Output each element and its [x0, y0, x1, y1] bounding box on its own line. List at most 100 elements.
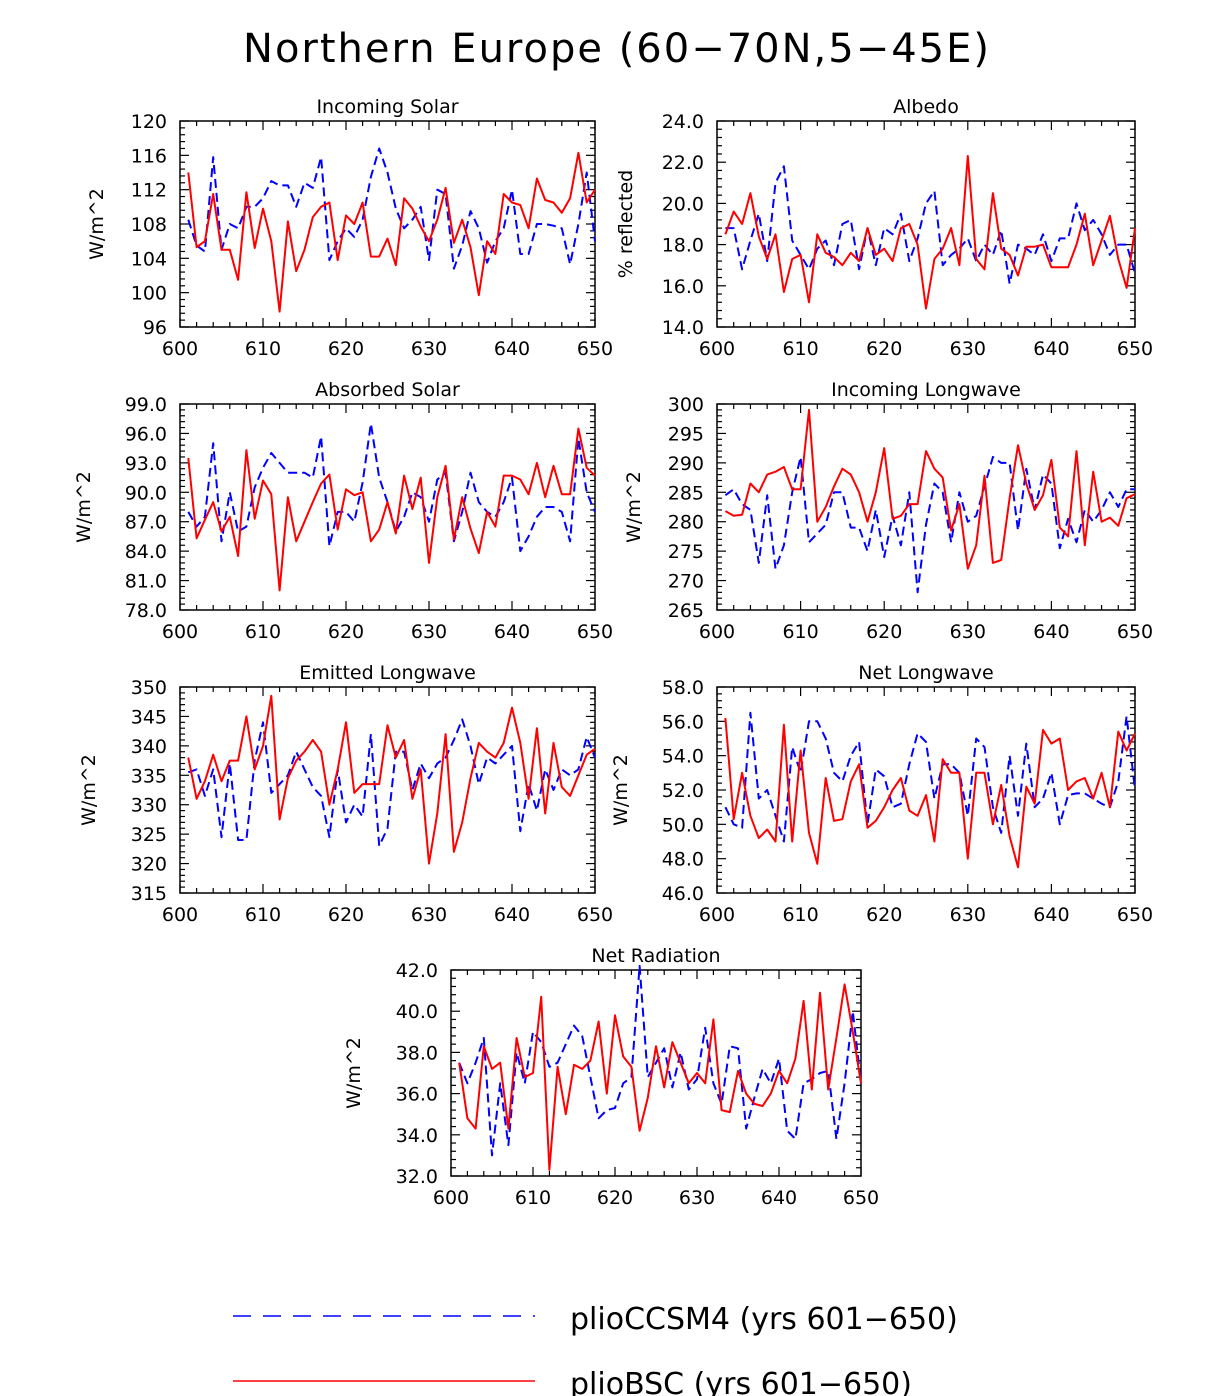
x-tick-label: 650: [1117, 621, 1153, 643]
panel-title: Albedo: [893, 96, 959, 118]
x-tick-label: 650: [577, 621, 613, 643]
x-tick-label: 610: [515, 1187, 551, 1209]
y-axis-label: W/m^2: [623, 471, 645, 543]
x-tick-label: 630: [950, 338, 986, 360]
x-tick-label: 620: [328, 904, 364, 926]
series-plioBSC-line: [724, 717, 1136, 869]
plot-frame: [179, 686, 596, 894]
x-tick-label: 650: [843, 1187, 879, 1209]
y-tick-label: 100: [131, 283, 167, 305]
legend: plioCCSM4 (yrs 601−650) plioBSC (yrs 601…: [233, 1302, 958, 1396]
y-tick-label: 120: [131, 111, 167, 133]
x-tick-label: 650: [577, 338, 613, 360]
plot-frame: [179, 403, 596, 611]
x-tick-label: 630: [950, 621, 986, 643]
series-plioCCSM4-line: [724, 456, 1135, 594]
x-tick-label: 610: [782, 904, 818, 926]
y-tick-label: 108: [131, 214, 167, 236]
y-tick-label: 325: [131, 824, 167, 846]
x-tick-label: 620: [328, 621, 364, 643]
x-tick-label: 650: [1117, 904, 1153, 926]
figure-title: Northern Europe (60−70N,5−45E): [243, 26, 991, 72]
y-tick-label: 40.0: [396, 1001, 438, 1023]
y-axis-label: W/m^2: [78, 754, 100, 826]
x-tick-label: 600: [162, 338, 198, 360]
y-tick-label: 315: [131, 883, 167, 905]
x-tick-label: 650: [577, 904, 613, 926]
x-tick-label: 610: [245, 904, 281, 926]
panel-title: Net Radiation: [591, 945, 720, 967]
x-tick-label: 640: [494, 338, 530, 360]
x-tick-label: 610: [245, 338, 281, 360]
y-tick-label: 345: [131, 706, 167, 728]
y-axis-label: W/m^2: [73, 471, 95, 543]
plot-frame: [450, 969, 862, 1177]
panel-title: Absorbed Solar: [315, 379, 460, 401]
x-tick-label: 610: [782, 338, 818, 360]
y-tick-label: 330: [131, 795, 167, 817]
series-plioCCSM4-line: [458, 964, 862, 1157]
y-tick-label: 112: [131, 180, 167, 202]
y-tick-label: 340: [131, 736, 167, 758]
panel-title: Emitted Longwave: [299, 662, 476, 684]
panel-incoming-longwave: Incoming Longwave W/m^2 600 610 620 630 640 650…: [623, 379, 1153, 643]
series-plioCCSM4-line: [724, 711, 1136, 843]
series-plioBSC-line: [187, 427, 596, 592]
x-tick-label: 610: [245, 621, 281, 643]
x-tick-label: 630: [950, 904, 986, 926]
x-tick-label: 640: [761, 1187, 797, 1209]
y-tick-label: 22.0: [662, 152, 704, 174]
x-tick-label: 620: [866, 338, 902, 360]
y-tick-label: 54.0: [662, 746, 704, 768]
x-tick-label: 610: [782, 621, 818, 643]
x-tick-label: 620: [597, 1187, 633, 1209]
x-tick-label: 640: [494, 904, 530, 926]
y-tick-label: 99.0: [125, 394, 167, 416]
x-tick-label: 640: [494, 621, 530, 643]
series-plioCCSM4-line: [725, 165, 1136, 285]
x-tick-label: 600: [162, 621, 198, 643]
x-tick-label: 630: [411, 904, 447, 926]
y-tick-label: 18.0: [662, 235, 704, 257]
panel-net-radiation: Net Radiation W/m^2 600 610 620 630 640 650 32.0…: [343, 945, 879, 1209]
x-tick-label: 640: [1033, 338, 1069, 360]
y-tick-label: 38.0: [396, 1042, 438, 1064]
y-axis-label: % reflected: [615, 170, 637, 278]
y-tick-label: 56.0: [662, 711, 704, 733]
y-tick-label: 285: [668, 482, 704, 504]
panel-title: Incoming Solar: [316, 96, 458, 118]
series-plioBSC-line: [724, 408, 1136, 570]
series-plioBSC-line: [187, 151, 596, 313]
y-tick-label: 50.0: [662, 814, 704, 836]
x-tick-label: 600: [162, 904, 198, 926]
x-tick-label: 600: [699, 621, 735, 643]
x-tick-label: 620: [328, 338, 364, 360]
panel-emitted-longwave: Emitted Longwave W/m^2 600 610 620 630 640 650 3…: [78, 662, 613, 926]
series-plioCCSM4-line: [187, 422, 596, 553]
panel-net-longwave: Net Longwave W/m^2 600 610 620 630 640 650 46.0 4…: [610, 662, 1153, 926]
y-tick-label: 320: [131, 854, 167, 876]
legend-label-plioCCSM4: plioCCSM4 (yrs 601−650): [570, 1302, 958, 1337]
legend-label-plioBSC: plioBSC (yrs 601−650): [570, 1367, 912, 1396]
y-tick-label: 34.0: [396, 1125, 438, 1147]
y-tick-label: 104: [131, 248, 167, 270]
y-tick-label: 290: [668, 453, 704, 475]
panel-incoming-solar: Incoming Solar W/m^2 600 610 620 630 640 650 96 1…: [86, 96, 613, 360]
series-plioBSC-line: [458, 983, 862, 1171]
y-tick-label: 93.0: [125, 453, 167, 475]
y-tick-label: 78.0: [125, 600, 167, 622]
y-tick-label: 52.0: [662, 780, 704, 802]
y-tick-label: 46.0: [662, 883, 704, 905]
y-tick-label: 87.0: [125, 512, 167, 534]
plot-frame: [179, 120, 596, 328]
x-tick-label: 640: [1033, 621, 1069, 643]
x-tick-label: 620: [866, 621, 902, 643]
y-tick-label: 32.0: [396, 1166, 438, 1188]
x-tick-label: 650: [1117, 338, 1153, 360]
y-tick-label: 24.0: [662, 111, 704, 133]
y-tick-label: 14.0: [662, 317, 704, 339]
y-tick-label: 350: [131, 677, 167, 699]
y-axis-label: W/m^2: [610, 754, 632, 826]
y-tick-label: 270: [668, 571, 704, 593]
